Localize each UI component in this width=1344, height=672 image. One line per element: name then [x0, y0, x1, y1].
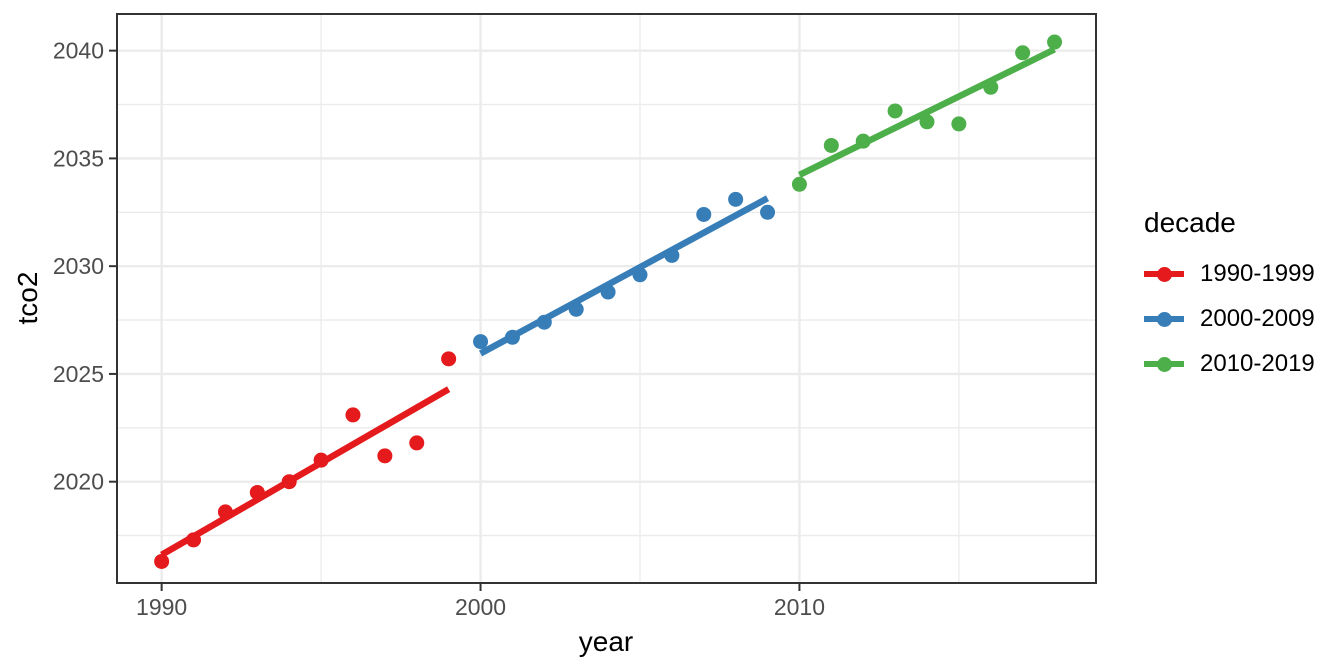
legend-items: 1990-1999 2000-2009 2010-2019: [1144, 259, 1315, 379]
data-point: [919, 114, 935, 130]
trend-line: [478, 195, 770, 357]
data-point: [791, 176, 807, 192]
legend-item: 2010-2019: [1144, 349, 1315, 379]
trend-line: [160, 386, 451, 558]
legend-label: 2010-2019: [1200, 350, 1315, 377]
x-tick-label: 2010: [774, 594, 825, 620]
data-point: [154, 553, 170, 569]
legend-item: 1990-1999: [1144, 259, 1315, 289]
legend-key-point-icon: [1157, 357, 1172, 372]
data-point: [377, 448, 393, 464]
data-point: [760, 204, 776, 220]
data-point: [887, 103, 903, 119]
legend-key: [1144, 259, 1184, 289]
legend-key: [1144, 304, 1184, 334]
y-axis-title: tco2: [12, 272, 43, 325]
data-point: [1047, 34, 1063, 50]
legend-label: 1990-1999: [1200, 260, 1315, 287]
legend-key-point-icon: [1157, 312, 1172, 327]
legend-item: 2000-2009: [1144, 304, 1315, 334]
y-tick-label: 2035: [53, 145, 104, 171]
data-point: [345, 407, 361, 423]
x-tick-label: 1990: [136, 594, 187, 620]
data-point: [696, 206, 712, 222]
data-point: [441, 351, 457, 367]
legend-key: [1144, 349, 1184, 379]
y-tick-label: 2025: [53, 361, 104, 387]
legend-title: decade: [1144, 207, 1236, 238]
y-tick-label: 2020: [53, 469, 104, 495]
y-tick-label: 2030: [53, 253, 104, 279]
x-tick-label: 2000: [455, 594, 506, 620]
data-point: [473, 334, 489, 350]
panel-border: [116, 13, 1097, 584]
trend-line: [797, 46, 1056, 178]
data-point: [951, 116, 967, 132]
legend: decade 1990-1999 2000-2009 2010-2019: [1144, 206, 1315, 394]
data-point: [1015, 45, 1031, 61]
data-point: [409, 435, 425, 451]
data-point: [823, 137, 839, 153]
y-tick-label: 2040: [53, 38, 104, 64]
x-axis-title: year: [579, 626, 633, 657]
data-point: [728, 191, 744, 207]
legend-label: 2000-2009: [1200, 305, 1315, 332]
legend-key-point-icon: [1157, 267, 1172, 282]
